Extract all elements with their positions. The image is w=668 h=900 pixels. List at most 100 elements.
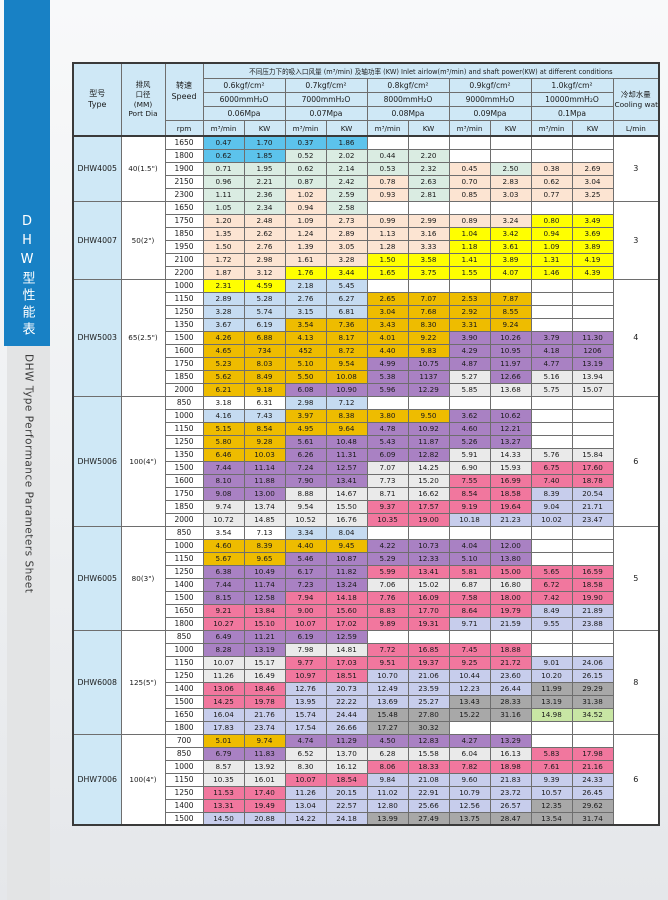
header-pressure-kgf: 0.6kgf/cm²: [202, 78, 286, 93]
value-cell: 5.80: [202, 434, 245, 449]
header-power-unit: KW: [407, 120, 450, 137]
value-cell: 9.74: [243, 733, 286, 748]
value-cell: 11.31: [325, 447, 368, 462]
header-conditions-title: 不同压力下的吸入口风量 (m³/min) 及轴功率 (KW) Inlet air…: [202, 62, 660, 79]
value-cell: [571, 421, 614, 436]
cooling-cell: 3: [612, 135, 660, 202]
value-cell: 14.25: [202, 694, 245, 709]
value-cell: 18.58: [489, 486, 532, 501]
model-cell: DHW4007: [72, 200, 122, 280]
table-row: 1800 10.27 15.10 10.07 17.02 9.89 19.31 9.71 21.…: [73, 616, 659, 631]
value-cell: 452: [284, 343, 327, 358]
value-cell: 1.13: [366, 226, 409, 241]
value-cell: 10.07: [284, 616, 327, 631]
value-cell: 13.95: [284, 694, 327, 709]
value-cell: 3.05: [325, 239, 368, 254]
value-cell: [366, 525, 409, 540]
table-row: 1850 1.35 2.62 1.24 2.89 1.13 3.16 1.04 3.42 0.94…: [73, 226, 659, 241]
value-cell: 10.07: [202, 655, 245, 670]
value-cell: 4.39: [571, 265, 614, 280]
value-cell: 5.61: [284, 434, 327, 449]
value-cell: 1.50: [366, 252, 409, 267]
value-cell: 0.52: [284, 148, 327, 163]
table-row: 1150 2.89 5.28 2.76 6.27 2.65 7.07 2.53 7.87: [73, 291, 659, 306]
value-cell: 12.00: [489, 538, 532, 553]
value-cell: [489, 135, 532, 150]
value-cell: 6.79: [202, 746, 245, 761]
rpm-cell: 1250: [164, 785, 204, 800]
rpm-cell: 850: [164, 746, 204, 761]
table-row: DHW4007 50(2") 1650 1.05 2.34 0.94 2.58 3: [72, 200, 660, 280]
value-cell: 26.57: [489, 798, 532, 813]
value-cell: 31.74: [571, 811, 614, 826]
value-cell: 7.07: [407, 291, 450, 306]
value-cell: 7.12: [325, 395, 368, 410]
value-cell: [366, 395, 409, 410]
value-cell: 0.62: [530, 174, 573, 189]
value-cell: 18.33: [407, 759, 450, 774]
table-row: 1400 7.44 11.74 7.23 13.24 7.06 15.02 6.87 16.80…: [73, 577, 659, 592]
value-cell: 1.18: [448, 239, 491, 254]
value-cell: 8.17: [325, 330, 368, 345]
value-cell: 1.20: [202, 213, 245, 228]
value-cell: 18.88: [489, 642, 532, 657]
value-cell: [448, 720, 491, 735]
header-cooling: 冷却水量 Cooling water: [612, 78, 660, 121]
value-cell: 19.90: [571, 590, 614, 605]
rpm-cell: 1750: [164, 213, 204, 228]
value-cell: 9.28: [243, 434, 286, 449]
value-cell: [530, 395, 573, 410]
value-cell: 7.45: [448, 642, 491, 657]
rpm-cell: 1400: [164, 681, 204, 696]
value-cell: 27.80: [407, 707, 450, 722]
value-cell: 7.42: [530, 590, 573, 605]
value-cell: 5.43: [366, 434, 409, 449]
port-cell: 125(5"): [120, 629, 166, 735]
value-cell: 8.03: [243, 356, 286, 371]
rpm-cell: 1600: [164, 343, 204, 358]
value-cell: 13.68: [489, 382, 532, 397]
cooling-cell: 4: [612, 278, 660, 397]
rpm-cell: 1900: [164, 161, 204, 176]
value-cell: 30.32: [407, 720, 450, 735]
value-cell: 17.02: [325, 616, 368, 631]
value-cell: 9.21: [202, 603, 245, 618]
value-cell: 12.66: [489, 369, 532, 384]
value-cell: 19.79: [489, 603, 532, 618]
value-cell: 6.26: [284, 447, 327, 462]
table-row: 1000 8.28 13.19 7.98 14.81 7.72 16.85 7.45 18.88: [73, 642, 659, 657]
port-cell: 100(4"): [120, 733, 166, 826]
rpm-cell: 1250: [164, 434, 204, 449]
value-cell: 16.12: [325, 759, 368, 774]
value-cell: 7.43: [243, 408, 286, 423]
value-cell: [530, 733, 573, 748]
value-cell: 14.81: [325, 642, 368, 657]
value-cell: [571, 200, 614, 215]
rpm-cell: 1150: [164, 655, 204, 670]
value-cell: 6.88: [243, 330, 286, 345]
value-cell: 16.76: [325, 512, 368, 527]
value-cell: 6.38: [202, 564, 245, 579]
rpm-cell: 1250: [164, 304, 204, 319]
value-cell: 28.47: [489, 811, 532, 826]
value-cell: 3.12: [243, 265, 286, 280]
value-cell: 13.92: [243, 759, 286, 774]
rpm-cell: 1850: [164, 369, 204, 384]
value-cell: 4.60: [448, 421, 491, 436]
value-cell: 4.50: [366, 733, 409, 748]
value-cell: 6.31: [243, 395, 286, 410]
value-cell: 5.16: [530, 369, 573, 384]
value-cell: [530, 720, 573, 735]
value-cell: 11.21: [243, 629, 286, 644]
value-cell: 13.41: [407, 564, 450, 579]
value-cell: 6.28: [366, 746, 409, 761]
value-cell: 4.95: [284, 421, 327, 436]
value-cell: 1.09: [530, 239, 573, 254]
value-cell: 10.72: [202, 512, 245, 527]
table-row: 2000 6.21 9.18 6.08 10.90 5.96 12.29 5.85 13.68 5…: [73, 382, 659, 397]
value-cell: 8.49: [243, 369, 286, 384]
value-cell: [448, 200, 491, 215]
parameters-table-wrap: 型号 Type 排风 口径 (MM) Port Dia 转速 Speed 不同压…: [72, 62, 661, 826]
value-cell: 15.93: [489, 460, 532, 475]
rpm-cell: 1950: [164, 239, 204, 254]
